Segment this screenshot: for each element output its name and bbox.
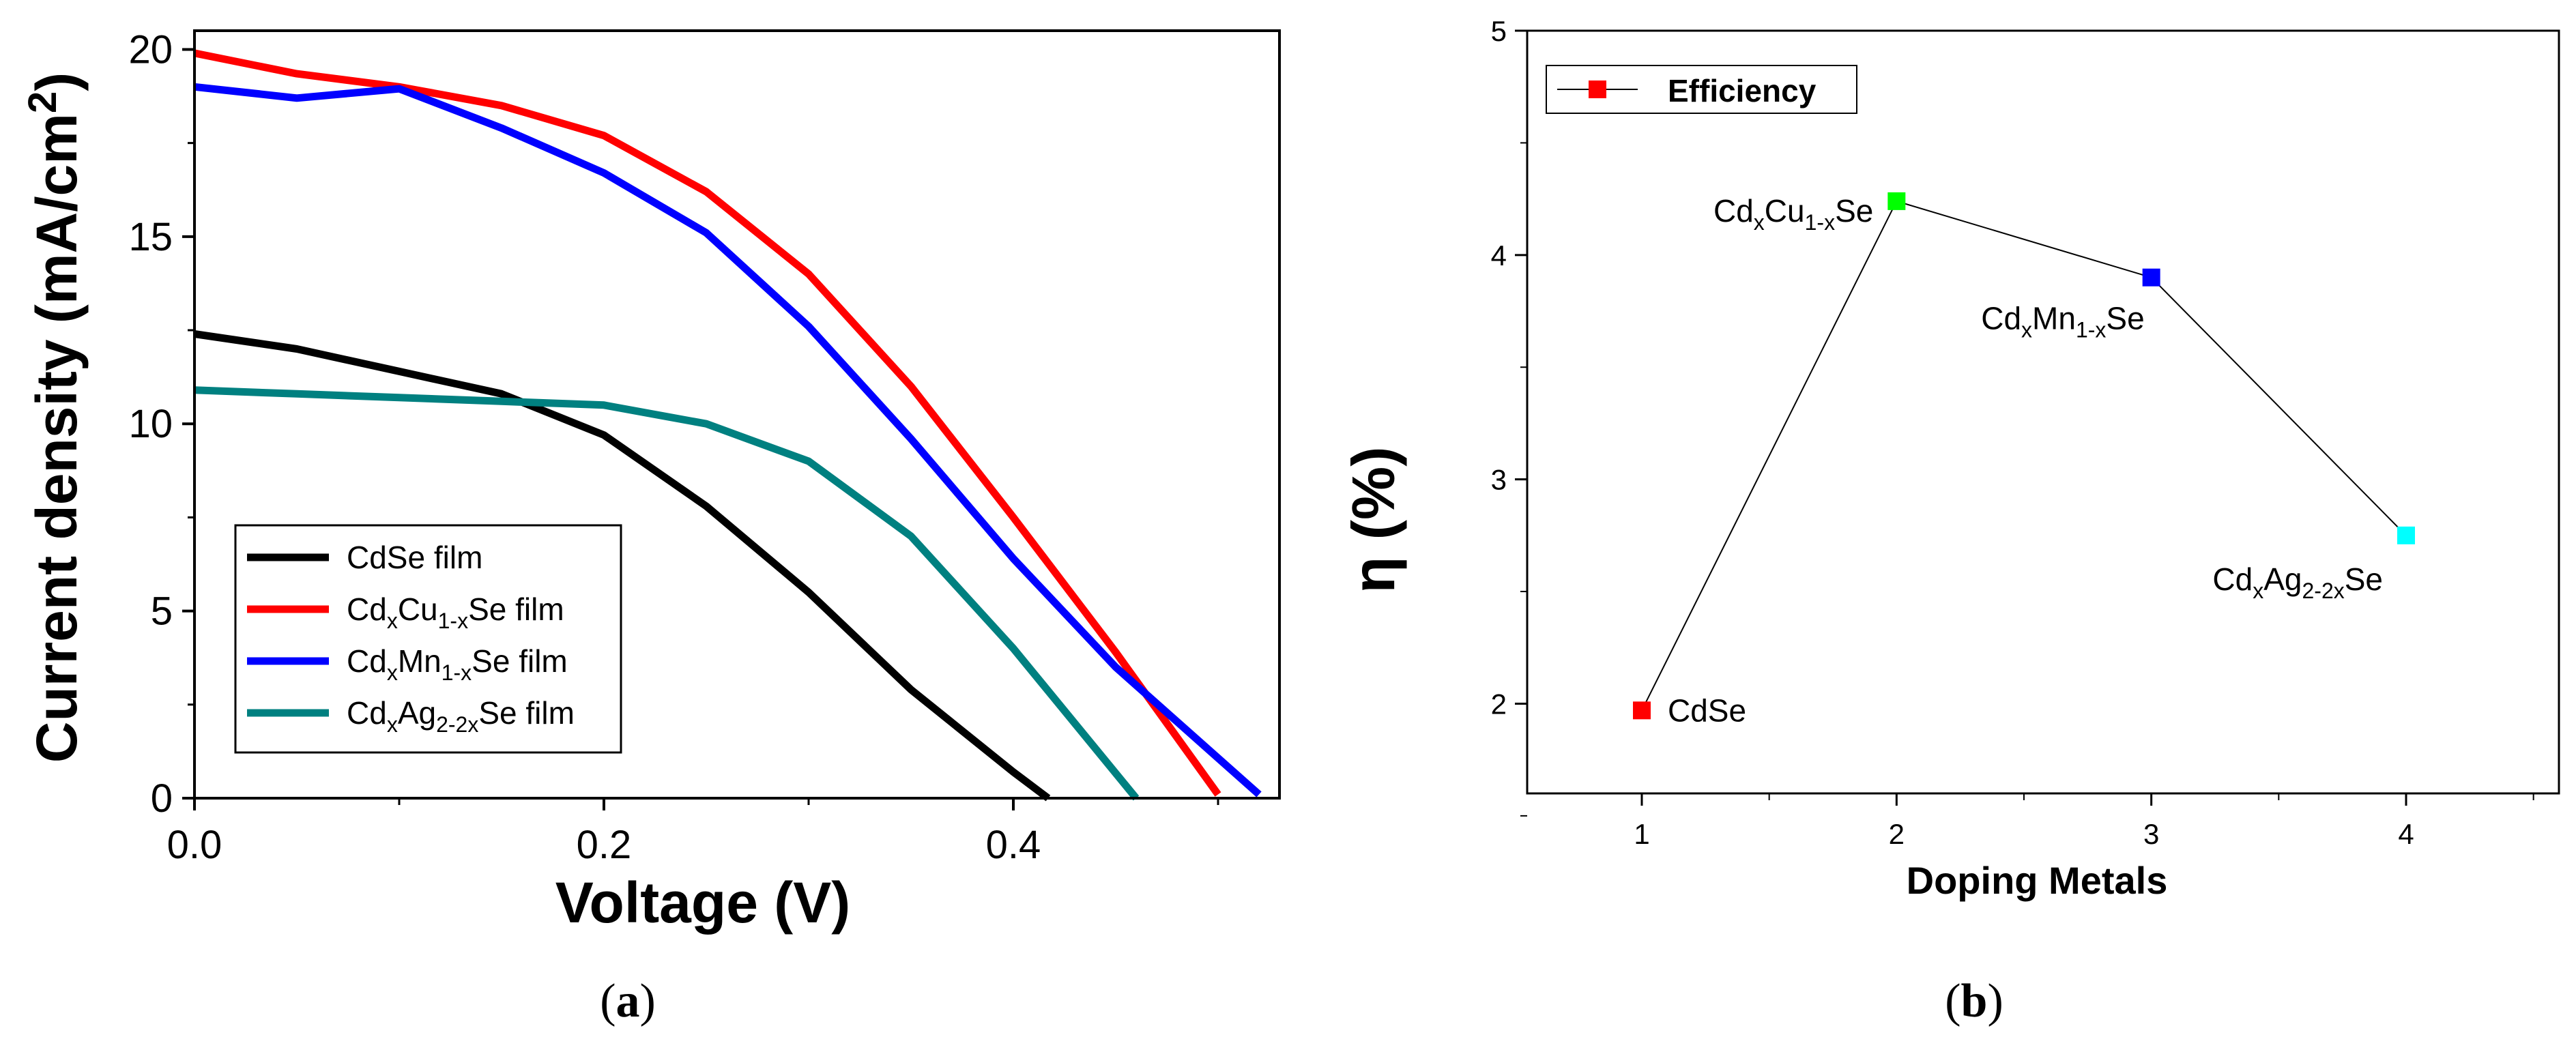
panel-a-series-line-2: [194, 83, 1262, 797]
panel-a-legend-label-2: CdxMn1-xSe film: [347, 643, 568, 685]
panel-b-point-label-1-part-4: Se: [1835, 193, 1873, 229]
panel-b-point-label-2: CdxMn1-xSe: [1981, 301, 2144, 342]
panel-a-legend-label-2-part-4: Se film: [472, 643, 568, 679]
panel-b-point-label-1: CdxCu1-xSe: [1713, 193, 1873, 235]
panel-b-point-label-3-part-2: Ag: [2263, 561, 2302, 597]
panel-b-point-label-1-part-1: x: [1754, 210, 1765, 235]
panel-a-legend-label-0: CdSe film: [347, 540, 482, 575]
panel-a-series-line-3: [194, 386, 1140, 801]
panel-a-legend-label-1-part-3: 1-x: [438, 609, 468, 633]
panel-a-legend-label-3: CdxAg2-2xSe film: [347, 695, 575, 737]
panel-b-label-letter: b: [1961, 975, 1988, 1027]
panel-b-point-marker-1: [1887, 192, 1906, 210]
panel-b-y-tick-label-0: 2: [1491, 688, 1507, 720]
panel-a-legend-label-1-part-2: Cu: [398, 591, 438, 627]
panel-a-y-axis-label-close: ): [25, 72, 89, 91]
panel-b-point-label-0-part-0: CdSe: [1668, 692, 1746, 728]
panel-a-legend-label-3-part-4: Se film: [478, 695, 575, 731]
panel-a-y-axis-label: Current density (mA/cm2): [20, 72, 89, 763]
panel-b-point-label-1-part-0: Cd: [1713, 193, 1754, 229]
panel-b-point-label-2-part-1: x: [2021, 318, 2032, 342]
panel-b-ticks: 1 2 3 4 2 3 4 5: [1491, 15, 2534, 850]
panel-b-y-tick-label-2: 4: [1491, 239, 1507, 272]
panel-b-y-axis-label: η (%): [1340, 446, 1407, 593]
panel-b-point-label-3-part-1: x: [2253, 579, 2263, 603]
panel-a-legend-label-2-part-2: Mn: [398, 643, 442, 679]
panel-b-legend-marker: [1589, 81, 1606, 98]
panel-a-y-axis-label-main: Current density (mA/cm: [25, 113, 89, 763]
panel-a-label: (a): [600, 975, 656, 1027]
panel-a-legend-label-3-part-1: x: [387, 712, 398, 737]
panel-b-y-tick-label-1: 3: [1491, 464, 1507, 496]
panel-a-x-tick-label-2: 0.4: [986, 823, 1041, 867]
panel-a-legend-label-1: CdxCu1-xSe film: [347, 591, 564, 633]
panel-b-point-label-2-part-0: Cd: [1981, 301, 2021, 336]
panel-b-x-tick-label-2: 3: [2143, 818, 2159, 850]
panel-a-legend-label-1-part-0: Cd: [347, 591, 387, 627]
panel-a-y-axis-label-superscript: 2: [20, 91, 65, 113]
panel-b-series-group: [1633, 192, 2415, 720]
panel-b-label: (b): [1945, 975, 2003, 1027]
panel-a-legend-label-2-part-3: 1-x: [442, 660, 472, 685]
panel-b-x-tick-label-0: 1: [1634, 818, 1649, 850]
panel-b-point-label-3: CdxAg2-2xSe: [2212, 561, 2383, 603]
panel-b-point-label-1-part-2: Cu: [1765, 193, 1805, 229]
panel-b-point-label-0: CdSe: [1668, 692, 1746, 728]
panel-a-legend-label-3-part-2: Ag: [398, 695, 436, 731]
panel-b-point-label-3-part-3: 2-2x: [2302, 579, 2344, 603]
panel-b-x-axis-label: Doping Metals: [1907, 859, 2168, 902]
panel-a-legend-label-1-part-1: x: [387, 609, 398, 633]
panel-b-point-label-3-part-0: Cd: [2212, 561, 2253, 597]
panel-a-legend-label-3-part-0: Cd: [347, 695, 387, 731]
panel-a-plot-frame: [193, 29, 1281, 800]
panel-a-chart: 0.0 0.2 0.4 0 5 10 15 20 Voltage (V) Current de…: [20, 27, 1281, 1027]
panel-b-point-label-3-part-4: Se: [2345, 561, 2383, 597]
panel-a-series-group: [193, 49, 1262, 802]
panel-b-y-tick-label-3: 5: [1491, 15, 1507, 47]
panel-a-label-letter: a: [616, 975, 640, 1027]
panel-b-point-label-2-part-3: 1-x: [2076, 318, 2106, 342]
panel-a-ticks: 0.0 0.2 0.4 0 5 10 15 20: [128, 27, 1219, 867]
panel-b-point-marker-3: [2397, 526, 2415, 544]
panel-a-y-tick-label-3: 15: [128, 215, 173, 259]
panel-a-label-open: (: [600, 975, 616, 1027]
panel-b-legend-label: Efficiency: [1668, 73, 1817, 108]
panel-b-x-tick-label-1: 2: [1889, 818, 1905, 850]
panel-b-point-label-2-part-2: Mn: [2032, 301, 2076, 336]
panel-b-point-label-1-part-3: 1-x: [1805, 210, 1835, 235]
panel-a-x-axis-label: Voltage (V): [555, 870, 850, 935]
panel-a-legend-label-1-part-4: Se film: [468, 591, 564, 627]
panel-a-y-tick-label-2: 10: [128, 402, 173, 446]
panel-b-legend: Efficiency: [1546, 65, 1857, 114]
panel-a-y-tick-label-4: 20: [128, 27, 173, 72]
panel-a-label-close: ): [640, 975, 656, 1027]
panel-a-y-tick-label-0: 0: [151, 776, 173, 821]
panel-b-label-close: ): [1987, 975, 2003, 1027]
panel-a-series-line-0: [194, 330, 1051, 802]
panel-b-label-open: (: [1945, 975, 1960, 1027]
panel-b-series-line: [1641, 200, 2407, 711]
panel-b-point-marker-0: [1633, 701, 1651, 720]
panel-a-x-tick-label-0: 0.0: [167, 823, 222, 867]
panel-b-point-label-2-part-4: Se: [2106, 301, 2144, 336]
panel-b-x-tick-label-3: 4: [2398, 818, 2414, 850]
panel-a-legend-label-2-part-1: x: [387, 660, 398, 685]
panel-a-y-tick-label-1: 5: [151, 589, 173, 634]
panel-a-legend-label-0-part-0: CdSe film: [347, 540, 482, 575]
panel-b-point-marker-2: [2142, 268, 2160, 287]
panel-a-series-line-1: [193, 49, 1221, 797]
panel-a-legend-label-3-part-3: 2-2x: [436, 712, 478, 737]
panel-a-x-tick-label-1: 0.2: [577, 823, 632, 867]
panel-a-legend-label-2-part-0: Cd: [347, 643, 387, 679]
panel-b-plot-frame: [1526, 29, 2560, 795]
